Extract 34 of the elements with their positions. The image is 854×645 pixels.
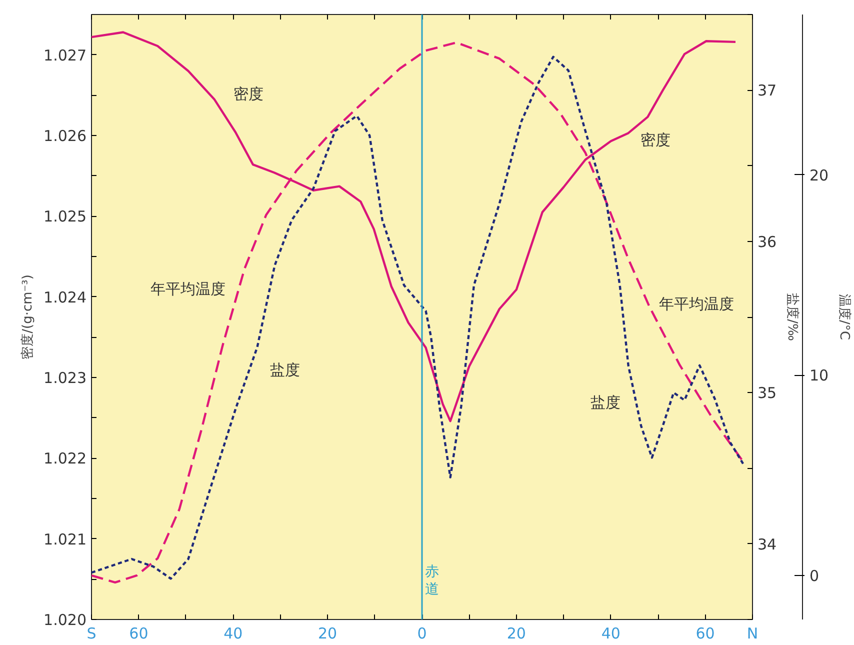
text: 密度 (233, 84, 264, 103)
x-tick-label: 40 (601, 624, 620, 642)
y-tick-label: 1.027 (44, 46, 87, 64)
y3-tick-label: 20 (810, 166, 829, 184)
series-label: 密度 (640, 131, 670, 150)
x-tick-label: 60 (696, 624, 715, 642)
text: 年平均温度 (150, 280, 226, 298)
x-tick-label: 20 (318, 624, 338, 642)
text: 盐度 (270, 360, 300, 379)
y-tick-label: 1.026 (44, 127, 87, 145)
y3-tick-label: 10 (810, 366, 829, 385)
y2-tick-label: 34 (758, 535, 777, 554)
ref-line-label: 赤道 (425, 564, 439, 598)
y2-tick-label: 37 (758, 82, 777, 100)
y2-tick-label: 36 (758, 232, 777, 251)
x-tick-label: 60 (129, 624, 148, 642)
y-tick-label: 1.021 (44, 530, 87, 548)
y3-tick-label: 0 (810, 566, 820, 585)
series-label: 盐度 (590, 393, 620, 412)
x-tick-label: 40 (224, 624, 243, 642)
y-tick-label: 1.025 (44, 208, 87, 226)
y-axis-title: 密度/(g·cm⁻³) (20, 274, 36, 360)
y-tick-label: 1.020 (44, 611, 87, 629)
y3-axis-title: 温度/°C (836, 294, 853, 340)
x-tick-label: 20 (506, 624, 526, 642)
y-tick-label: 1.023 (44, 369, 87, 387)
y-tick-label: 1.022 (44, 450, 87, 468)
y2-tick-label: 35 (758, 384, 777, 402)
x-tick-label: N (746, 624, 758, 642)
x-tick-label: S (86, 624, 96, 642)
x-tick-label: 0 (417, 624, 427, 642)
series-label: 年平均温度 (659, 294, 734, 313)
y2-axis-title: 盐度/‰ (784, 293, 801, 341)
y-tick-label: 1.024 (44, 288, 87, 306)
